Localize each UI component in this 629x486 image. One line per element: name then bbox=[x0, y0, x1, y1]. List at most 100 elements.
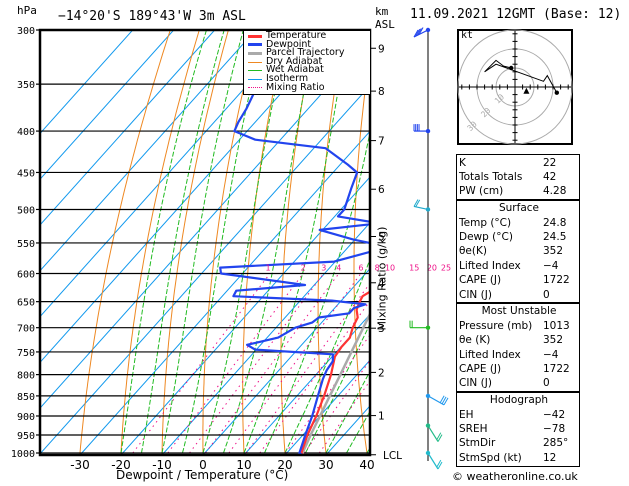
pressure-tick-label: 600 bbox=[17, 270, 35, 281]
stats-value: 22 bbox=[543, 156, 557, 169]
wind-barb-shaft bbox=[427, 425, 439, 442]
stats-value: 352 bbox=[543, 245, 564, 258]
hodograph-end-dot bbox=[509, 65, 514, 71]
legend-swatch bbox=[248, 61, 262, 63]
dry-adiabat-line bbox=[120, 30, 200, 455]
temperature-tick-label: -30 bbox=[70, 458, 90, 472]
legend-swatch bbox=[248, 51, 262, 55]
wet-adiabat-line bbox=[161, 30, 244, 454]
stats-row: Totals Totals 42 bbox=[459, 170, 579, 184]
mixing-ratio-label: 8 bbox=[375, 264, 380, 273]
x-axis-title: Dewpoint / Temperature (°C) bbox=[116, 468, 289, 482]
stats-label: Dewp (°C) bbox=[459, 230, 513, 243]
legend-item: Temperature bbox=[244, 30, 370, 41]
mixing-ratio-label: 15 bbox=[409, 264, 419, 273]
stats-value: 1722 bbox=[543, 362, 570, 375]
hodograph-trace bbox=[484, 59, 558, 93]
pressure-tick-label: 300 bbox=[17, 26, 35, 37]
stats-row: Temp (°C) 24.8 bbox=[459, 216, 579, 230]
wind-barb-feather bbox=[413, 29, 419, 38]
pressure-tick-label: 1000 bbox=[11, 449, 35, 460]
wind-barb-shaft bbox=[413, 205, 429, 211]
pressure-tick-label: 700 bbox=[17, 324, 35, 335]
stats-label: θe(K) bbox=[459, 245, 487, 258]
km-tick-label: 9 bbox=[378, 43, 385, 55]
pressure-tick-label: 750 bbox=[17, 348, 35, 359]
wind-barb-shaft bbox=[427, 395, 445, 406]
stats-value: −42 bbox=[543, 408, 566, 421]
pressure-tick-label: 450 bbox=[17, 168, 35, 179]
dry-adiabat-line bbox=[353, 50, 370, 455]
copyright-link[interactable]: © weatheronline.co.uk bbox=[452, 470, 578, 483]
stats-value: −4 bbox=[543, 259, 559, 272]
storm-motion-marker bbox=[523, 87, 530, 94]
dry-adiabat-line bbox=[79, 30, 171, 455]
km-tick-label: 7 bbox=[378, 136, 385, 148]
km-label: km bbox=[375, 5, 389, 18]
mixing-ratio-line bbox=[205, 273, 340, 454]
stats-label: Pressure (mb) bbox=[459, 319, 533, 332]
stats-label: SREH bbox=[459, 423, 488, 436]
stats-value: 285° bbox=[543, 437, 569, 450]
isotherm-line bbox=[40, 30, 175, 181]
mixing-ratio-label: 10 bbox=[385, 264, 395, 273]
legend-label: Isotherm bbox=[266, 72, 309, 84]
wind-barb-feather bbox=[418, 27, 424, 35]
legend-item: Mixing Ratio bbox=[244, 83, 370, 93]
mixing-ratio-label: 20 bbox=[427, 264, 437, 273]
km-tick-label: 6 bbox=[378, 184, 385, 196]
stats-value: −4 bbox=[543, 348, 559, 361]
legend-label: Dewpoint bbox=[266, 38, 312, 50]
hodograph-stats-box: Hodograph EH −42 SREH −78 StmDir 285° StmSpd (… bbox=[456, 391, 580, 468]
stats-row: Dewp (°C) 24.5 bbox=[459, 230, 579, 244]
isotherm-line bbox=[202, 267, 370, 455]
km-tick-label: 1 bbox=[378, 411, 385, 423]
dry-adiabat-line bbox=[161, 30, 229, 455]
legend-label: Temperature bbox=[266, 30, 327, 41]
stats-value: 24.8 bbox=[543, 216, 567, 229]
mixing-ratio-line bbox=[245, 282, 370, 454]
stats-label: CIN (J) bbox=[459, 377, 492, 390]
dewpoint-line bbox=[219, 30, 370, 455]
wind-barb-feather bbox=[436, 459, 442, 468]
legend-item: Wet Adiabat bbox=[244, 65, 370, 75]
asl-label: ASL bbox=[375, 18, 395, 31]
wet-adiabat-line bbox=[120, 30, 207, 454]
dry-adiabat-line bbox=[389, 18, 411, 470]
pressure-tick-label: 900 bbox=[17, 412, 35, 423]
plot-frame bbox=[38, 28, 372, 457]
hodograph-ring bbox=[457, 29, 573, 145]
stats-label: Temp (°C) bbox=[459, 216, 512, 229]
most-unstable-box: Most Unstable Pressure (mb) 1013 θe (K) 352… bbox=[456, 302, 580, 393]
stats-row: EH −42 bbox=[459, 408, 579, 422]
hpa-label: hPa bbox=[17, 4, 37, 17]
mixing-ratio-label: 6 bbox=[358, 264, 363, 273]
stats-value: 0 bbox=[543, 288, 550, 301]
stats-value: 42 bbox=[543, 170, 557, 183]
stats-label: θe (K) bbox=[459, 334, 491, 347]
km-tick-label: LCL bbox=[383, 450, 402, 462]
pressure-tick-label: 800 bbox=[17, 371, 35, 382]
mixing-ratio-line bbox=[228, 273, 362, 454]
stats-value: 1013 bbox=[543, 319, 570, 332]
temperature-tick-label: 0 bbox=[199, 458, 207, 472]
wind-barb-feather bbox=[441, 396, 447, 405]
legend: Temperature Dewpoint Parcel Trajectory Dry … bbox=[243, 30, 371, 95]
stats-value: 4.28 bbox=[543, 185, 567, 198]
stats-label: Lifted Index bbox=[459, 259, 521, 272]
hodograph-start-dot bbox=[554, 90, 559, 95]
stats-label: Totals Totals bbox=[459, 170, 523, 183]
km-tick-label: 3 bbox=[378, 323, 385, 335]
stats-value: 12 bbox=[543, 451, 557, 464]
stats-row: K 22 bbox=[459, 156, 579, 170]
dry-adiabat-line bbox=[423, 18, 453, 470]
stats-row: Pressure (mb) 1013 bbox=[459, 319, 579, 333]
stats-label: PW (cm) bbox=[459, 185, 504, 198]
wind-barb-feather bbox=[413, 199, 419, 207]
km-tick-label: 5 bbox=[378, 232, 385, 244]
pressure-tick-label: 500 bbox=[17, 205, 35, 216]
stats-row: θe(K) 352 bbox=[459, 244, 579, 258]
legend-swatch bbox=[248, 87, 262, 89]
stats-value: 1722 bbox=[543, 274, 570, 287]
